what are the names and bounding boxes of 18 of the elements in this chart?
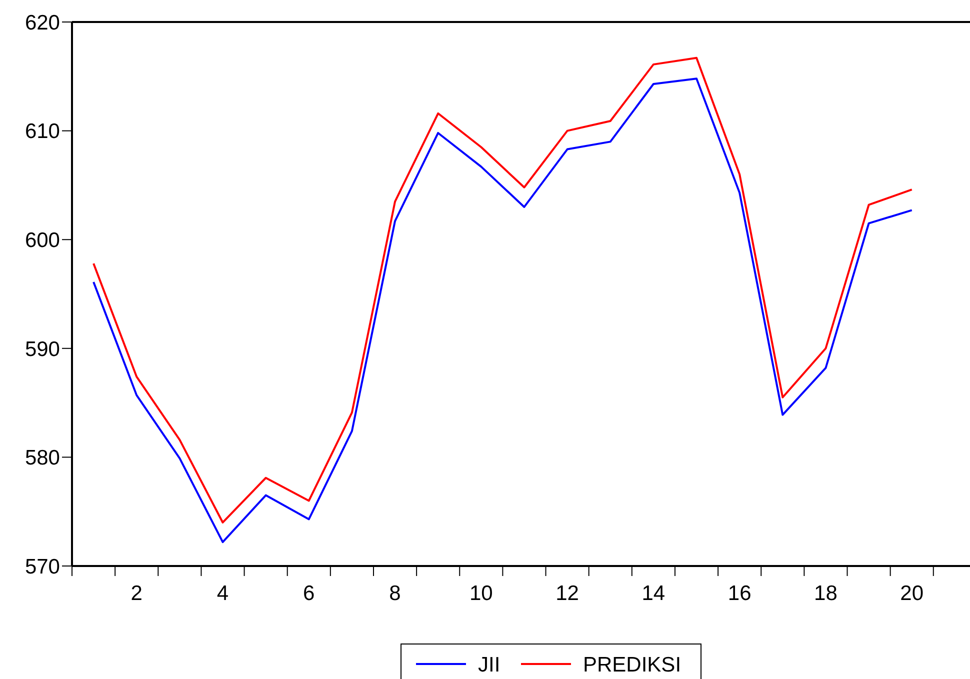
y-tick-label: 600: [24, 228, 60, 252]
x-tick-label: 12: [556, 582, 579, 605]
x-tick-label: 20: [900, 582, 924, 605]
x-tick-label: 8: [389, 582, 401, 605]
x-tick-label: 16: [728, 582, 752, 605]
x-tick-label: 6: [303, 582, 315, 605]
legend-label: JII: [478, 653, 500, 676]
x-tick-label: 2: [130, 582, 142, 605]
y-tick-label: 580: [24, 446, 60, 470]
y-tick-label: 570: [24, 555, 60, 578]
x-tick-label: 18: [814, 582, 838, 605]
y-tick-label: 590: [24, 338, 60, 361]
legend-label: PREDIKSI: [583, 653, 682, 676]
x-tick-label: 14: [642, 582, 666, 605]
x-tick-label: 10: [469, 582, 493, 605]
x-tick-label: 4: [216, 582, 229, 605]
y-tick-label: 620: [24, 11, 60, 34]
y-tick-label: 610: [24, 120, 60, 144]
